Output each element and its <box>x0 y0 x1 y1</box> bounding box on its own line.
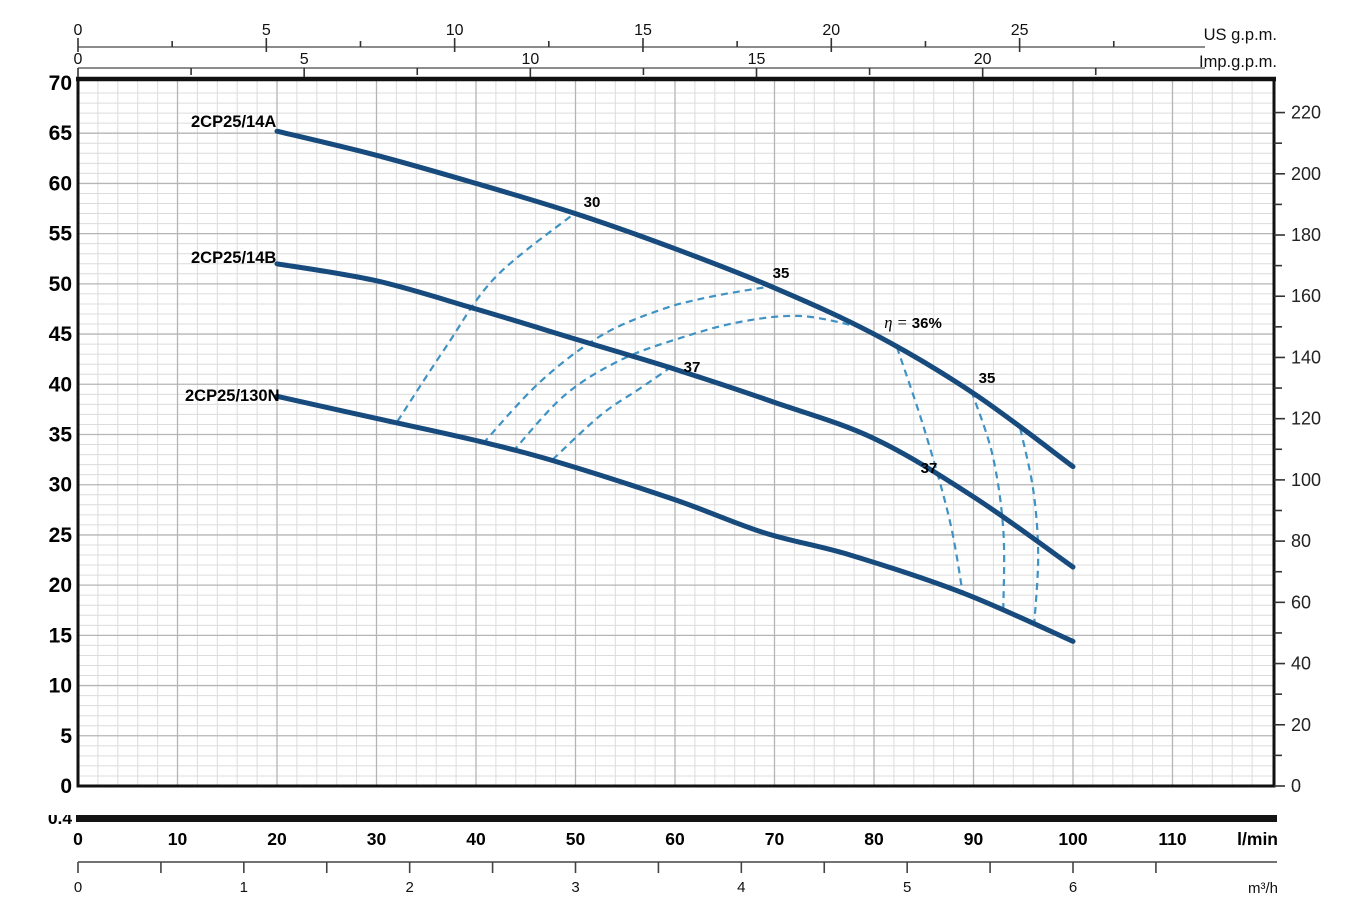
efficiency-labels: 30 35 η = 36% 37 35 37 <box>584 194 996 477</box>
head-m-tick-label: 50 <box>49 273 72 296</box>
m3h-tick-label: 0 <box>74 879 82 896</box>
lmin-tick-label: 110 <box>1158 829 1186 849</box>
lmin-tick-label: 90 <box>964 829 984 849</box>
head-ft-tick-label: 200 <box>1291 164 1321 184</box>
pump-curve-label: 2CP25/14A <box>191 113 276 131</box>
curve-labels: 2CP25/14A 2CP25/14B 2CP25/130N <box>185 113 279 405</box>
head-m-tick-label: 60 <box>49 172 72 195</box>
efficiency-label: 37 <box>684 359 701 376</box>
head-m-tick-label: 20 <box>49 574 72 597</box>
pump-curve-2CP25-14A <box>274 128 1076 470</box>
efficiency-curve-eta30-left <box>396 214 573 423</box>
pump-curve-label: 2CP25/130N <box>185 387 279 405</box>
head-ft-tick-label: 0 <box>1291 776 1301 796</box>
imp-gpm-tick-label: 10 <box>521 51 539 68</box>
imp-gpm-tick-label: 20 <box>974 51 992 68</box>
head-ft-tick-label: 20 <box>1291 715 1311 735</box>
efficiency-curve-eta30-right <box>1019 428 1040 625</box>
lmin-axis-bar <box>76 815 1277 822</box>
imp-gpm-unit-label: Imp.g.p.m. <box>1199 53 1277 71</box>
efficiency-label: 30 <box>584 194 601 211</box>
grid <box>78 79 1274 786</box>
lmin-tick-label: 80 <box>864 829 884 849</box>
top-axis-imp-gpm: 0 5 10 15 20 <box>74 51 1205 77</box>
m3h-tick-label: 6 <box>1069 879 1077 896</box>
head-m-tick-label: 55 <box>49 223 73 246</box>
us-gpm-tick-label: 15 <box>634 22 652 39</box>
head-ft-tick-label: 120 <box>1291 409 1321 429</box>
lmin-tick-label: 10 <box>168 829 188 849</box>
head-ft-tick-label: 40 <box>1291 654 1311 674</box>
head-m-tick-label: 15 <box>49 624 73 647</box>
pump-curve-2CP25-14B <box>274 261 1076 570</box>
bottom-axis-lmin: 0 10 20 30 40 50 60 70 80 90 100 110 <box>73 815 1277 849</box>
efficiency-curve-eta37-right <box>895 346 964 593</box>
bottom-axis-m3h: 0 1 2 3 4 5 6 <box>74 861 1277 896</box>
head-m-tick-label: 40 <box>49 373 72 396</box>
lmin-tick-label: 20 <box>267 829 287 849</box>
head-ft-tick-label: 180 <box>1291 225 1321 245</box>
pump-curve-label: 2CP25/14B <box>191 249 276 267</box>
head-ft-tick-label: 220 <box>1291 103 1321 123</box>
clipped-power-axis-label: 0.4 <box>48 808 73 828</box>
m3h-tick-label: 1 <box>240 879 248 896</box>
head-ft-tick-label: 60 <box>1291 592 1311 612</box>
head-ft-tick-label: 80 <box>1291 531 1311 551</box>
lmin-tick-label: 100 <box>1058 829 1087 849</box>
imp-gpm-tick-label: 0 <box>74 51 83 68</box>
head-m-tick-label: 70 <box>49 72 72 95</box>
lmin-unit-label: l/min <box>1237 829 1278 849</box>
us-gpm-tick-label: 10 <box>446 22 464 39</box>
us-gpm-tick-label: 25 <box>1011 22 1029 39</box>
efficiency-curve-eta37-left <box>551 368 669 461</box>
head-m-tick-label: 0 <box>60 775 72 798</box>
left-axis-meters: 0 5 10 15 20 25 30 35 40 45 50 55 60 65 70 <box>49 72 73 798</box>
head-ft-tick-label: 140 <box>1291 347 1321 367</box>
lmin-tick-label: 30 <box>367 829 387 849</box>
efficiency-label: 37 <box>921 460 938 477</box>
lmin-tick-label: 60 <box>665 829 685 849</box>
head-m-tick-label: 35 <box>49 423 73 446</box>
efficiency-curves <box>396 214 1040 625</box>
head-m-tick-label: 25 <box>49 524 73 547</box>
imp-gpm-tick-label: 15 <box>748 51 766 68</box>
efficiency-curve-eta36-left <box>511 314 861 453</box>
head-m-tick-label: 10 <box>49 675 72 698</box>
us-gpm-tick-label: 20 <box>822 22 840 39</box>
us-gpm-tick-label: 0 <box>74 22 83 39</box>
head-m-tick-label: 65 <box>49 122 73 145</box>
head-ft-tick-label: 100 <box>1291 470 1321 490</box>
right-axis-feet: 0 20 40 60 80 100 120 140 160 180 200 220 <box>1274 103 1321 796</box>
efficiency-curve-eta35-left <box>482 285 768 445</box>
efficiency-label: 35 <box>979 370 996 387</box>
m3h-tick-label: 5 <box>903 879 911 896</box>
pump-curve-2CP25-130N <box>274 393 1076 644</box>
m3h-unit-label: m³/h <box>1248 880 1278 897</box>
head-m-tick-label: 5 <box>60 725 72 748</box>
head-ft-tick-label: 160 <box>1291 286 1321 306</box>
pump-curves <box>274 128 1076 644</box>
lmin-tick-label: 0 <box>73 829 83 849</box>
lmin-tick-label: 50 <box>566 829 586 849</box>
head-m-tick-label: 45 <box>49 323 73 346</box>
us-gpm-tick-label: 5 <box>262 22 271 39</box>
efficiency-label: η = 36% <box>884 313 942 332</box>
m3h-tick-label: 4 <box>737 879 745 896</box>
efficiency-curve-eta35-right <box>970 390 1006 611</box>
head-m-tick-label: 30 <box>49 474 72 497</box>
top-axis-us-gpm: 0 5 10 15 20 25 <box>74 22 1205 52</box>
m3h-tick-label: 3 <box>571 879 579 896</box>
efficiency-label: 35 <box>773 265 790 282</box>
m3h-tick-label: 2 <box>405 879 413 896</box>
lmin-tick-label: 40 <box>466 829 486 849</box>
lmin-tick-label: 70 <box>765 829 785 849</box>
us-gpm-unit-label: US g.p.m. <box>1204 26 1277 44</box>
imp-gpm-tick-label: 5 <box>300 51 309 68</box>
